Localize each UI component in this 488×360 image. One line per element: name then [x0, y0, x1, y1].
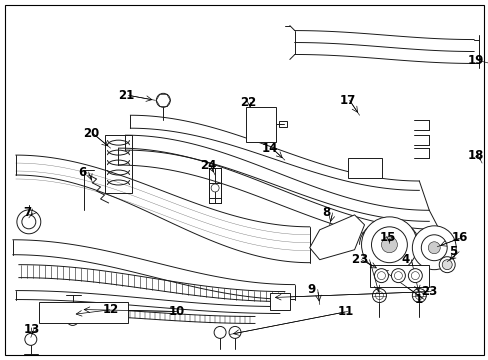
Circle shape: [228, 327, 241, 338]
Bar: [369, 265, 428, 287]
Text: 6: 6: [79, 166, 87, 179]
Text: 19: 19: [467, 54, 484, 67]
Text: 17: 17: [339, 94, 355, 107]
Circle shape: [441, 260, 451, 270]
Circle shape: [371, 227, 407, 263]
Text: 14: 14: [262, 141, 278, 155]
Text: 1: 1: [413, 293, 422, 306]
Text: 4: 4: [401, 253, 409, 266]
Text: 5: 5: [448, 245, 456, 258]
Circle shape: [427, 242, 439, 254]
Text: 18: 18: [467, 149, 484, 162]
Text: 3: 3: [359, 253, 367, 266]
Text: 24: 24: [200, 158, 216, 172]
Bar: [104, 135, 132, 193]
Text: 2: 2: [351, 253, 359, 266]
Text: 15: 15: [379, 231, 395, 244]
Bar: [278, 121, 286, 127]
Circle shape: [66, 314, 79, 325]
Bar: [269, 293, 289, 310]
Polygon shape: [309, 215, 364, 260]
Text: 20: 20: [82, 127, 99, 140]
Text: 22: 22: [240, 96, 256, 109]
Circle shape: [22, 215, 36, 229]
Circle shape: [394, 272, 402, 280]
Text: 11: 11: [337, 305, 353, 318]
Circle shape: [375, 292, 383, 300]
Circle shape: [372, 289, 386, 302]
Circle shape: [421, 235, 447, 261]
Text: 8: 8: [322, 206, 330, 219]
Bar: [209, 168, 221, 203]
Circle shape: [95, 307, 105, 318]
Text: 23: 23: [421, 285, 437, 298]
Circle shape: [361, 217, 416, 273]
Text: 13: 13: [24, 323, 40, 336]
Circle shape: [411, 226, 455, 270]
Circle shape: [438, 257, 454, 273]
Circle shape: [377, 272, 385, 280]
Circle shape: [156, 93, 170, 107]
Text: 21: 21: [118, 89, 135, 102]
Circle shape: [25, 333, 37, 345]
Circle shape: [211, 184, 219, 192]
Circle shape: [410, 272, 419, 280]
Text: 16: 16: [450, 231, 467, 244]
Circle shape: [214, 327, 225, 338]
Bar: [39, 302, 128, 323]
Bar: [347, 158, 382, 178]
Circle shape: [51, 307, 61, 318]
Circle shape: [381, 237, 397, 253]
Circle shape: [390, 269, 405, 283]
Circle shape: [414, 292, 423, 300]
Text: 10: 10: [168, 305, 184, 318]
Text: 12: 12: [102, 303, 119, 316]
Circle shape: [411, 289, 426, 302]
Bar: [245, 107, 275, 142]
Circle shape: [374, 269, 387, 283]
Text: 7: 7: [23, 206, 31, 219]
Text: 9: 9: [307, 283, 315, 296]
Circle shape: [17, 210, 41, 234]
Circle shape: [407, 269, 422, 283]
